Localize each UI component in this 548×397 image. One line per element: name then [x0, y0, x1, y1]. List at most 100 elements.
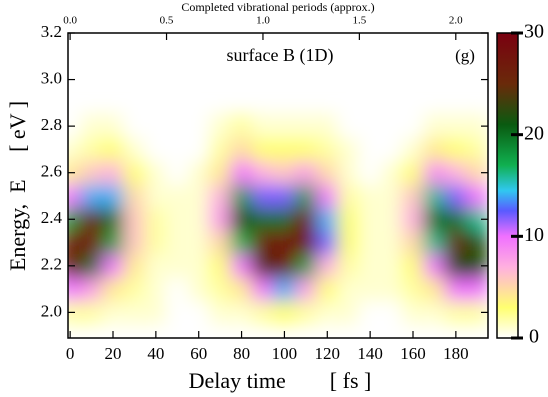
heatmap-cell [294, 253, 318, 278]
heatmap-cell [251, 276, 275, 302]
heatmap-cell [144, 113, 168, 139]
heatmap-cell [166, 207, 189, 232]
heatmap-cell [123, 300, 146, 325]
heatmap-cell [316, 276, 339, 302]
heatmap-cell [123, 253, 146, 278]
heatmap-cell [166, 160, 189, 185]
heatmap-cell [423, 183, 446, 209]
heatmap-cell [294, 230, 318, 255]
heatmap-cell [123, 276, 146, 302]
heatmap-cell [68, 183, 82, 209]
heatmap-cell [101, 207, 125, 232]
heatmap-cell [294, 160, 318, 185]
heatmap-cell [68, 276, 82, 302]
heatmap-cell [337, 160, 360, 185]
heatmap-cell [123, 137, 146, 162]
chart-title: surface B (1D) [227, 45, 334, 66]
heatmap-cell [80, 183, 103, 209]
heatmap-cell [123, 160, 146, 185]
heatmap-cell [273, 113, 296, 139]
heatmap-cell [208, 183, 232, 209]
heatmap-cell [101, 253, 125, 278]
heatmap-cell [273, 207, 296, 232]
heatmap-cell [401, 183, 425, 209]
heatmap-cell [466, 113, 488, 139]
heatmap-cell [316, 253, 339, 278]
heatmap-cell [294, 137, 318, 162]
heatmap-cell [166, 113, 189, 139]
x2-tick-label: 0.0 [63, 15, 77, 27]
heatmap-cell [187, 183, 210, 209]
heatmap-cell [187, 207, 210, 232]
heatmap-cell [230, 253, 253, 278]
x-tick-label: 60 [190, 344, 207, 363]
colorbar-axis: 0 10 20 30 [511, 21, 544, 348]
heatmap-cell [251, 113, 275, 139]
heatmap-cell [230, 230, 253, 255]
heatmap-cell [251, 160, 275, 185]
heatmap-cell [337, 300, 360, 325]
heatmap-cell [230, 276, 253, 302]
heatmap-cell [423, 300, 446, 325]
x-axis-label: Delay time [ fs ] [189, 368, 372, 393]
heatmap-cell [144, 183, 168, 209]
heatmap-cell [101, 300, 125, 325]
heatmap-cell [80, 253, 103, 278]
heatmap-cell [358, 160, 382, 185]
heatmap-cell [401, 137, 425, 162]
heatmap-cell [230, 183, 253, 209]
heatmap-cell [80, 113, 103, 139]
annotation: (g) [455, 46, 475, 65]
x-tick-label: 100 [272, 344, 298, 363]
plot-area [68, 33, 488, 338]
heatmap-cell [166, 276, 189, 302]
heatmap-cell [401, 253, 425, 278]
x-tick-label: 140 [357, 344, 383, 363]
heatmap-cell [187, 300, 210, 325]
heatmap-cell [358, 230, 382, 255]
y-tick-label: 2.4 [41, 208, 63, 227]
heatmap-cell [380, 183, 403, 209]
y-tick-label: 2.0 [41, 301, 62, 320]
heatmap-cell [316, 230, 339, 255]
x-tick-label: 180 [443, 344, 469, 363]
heatmap-cell [358, 276, 382, 302]
heatmap-cell [380, 113, 403, 139]
heatmap-cell [444, 160, 468, 185]
heatmap-cell [466, 183, 488, 209]
heatmap-cell [358, 137, 382, 162]
heatmap-cell [294, 207, 318, 232]
heatmap-cell [444, 253, 468, 278]
heatmap-cell [230, 137, 253, 162]
y-axis-label: Energy, E [ eV ] [5, 101, 30, 271]
heatmap-cell [144, 160, 168, 185]
heatmap-cell [101, 137, 125, 162]
x-tick-label: 40 [147, 344, 164, 363]
heatmap-cell [423, 137, 446, 162]
heatmap-cell [230, 113, 253, 139]
heatmap-cell [423, 253, 446, 278]
heatmap-cell [208, 113, 232, 139]
heatmap-cell [144, 253, 168, 278]
heatmap-cell [80, 160, 103, 185]
heatmap-cell [401, 300, 425, 325]
heatmap-cell [444, 230, 468, 255]
heatmap-cell [358, 300, 382, 325]
heatmap [68, 113, 488, 325]
heatmap-cell [68, 137, 82, 162]
heatmap-cell [273, 300, 296, 325]
heatmap-cell [251, 137, 275, 162]
heatmap-cell [444, 300, 468, 325]
y-tick-label: 2.2 [41, 255, 62, 274]
heatmap-cell [380, 137, 403, 162]
colorbar-tick-label: 10 [524, 224, 544, 246]
x2-axis-label: Completed vibrational periods (approx.) [181, 0, 374, 14]
heatmap-cell [466, 160, 488, 185]
heatmap-cell [423, 207, 446, 232]
heatmap-cell [251, 207, 275, 232]
heatmap-cell [144, 300, 168, 325]
heatmap-cell [80, 137, 103, 162]
heatmap-cell [80, 300, 103, 325]
colorbar-tick-label: 0 [529, 326, 539, 348]
